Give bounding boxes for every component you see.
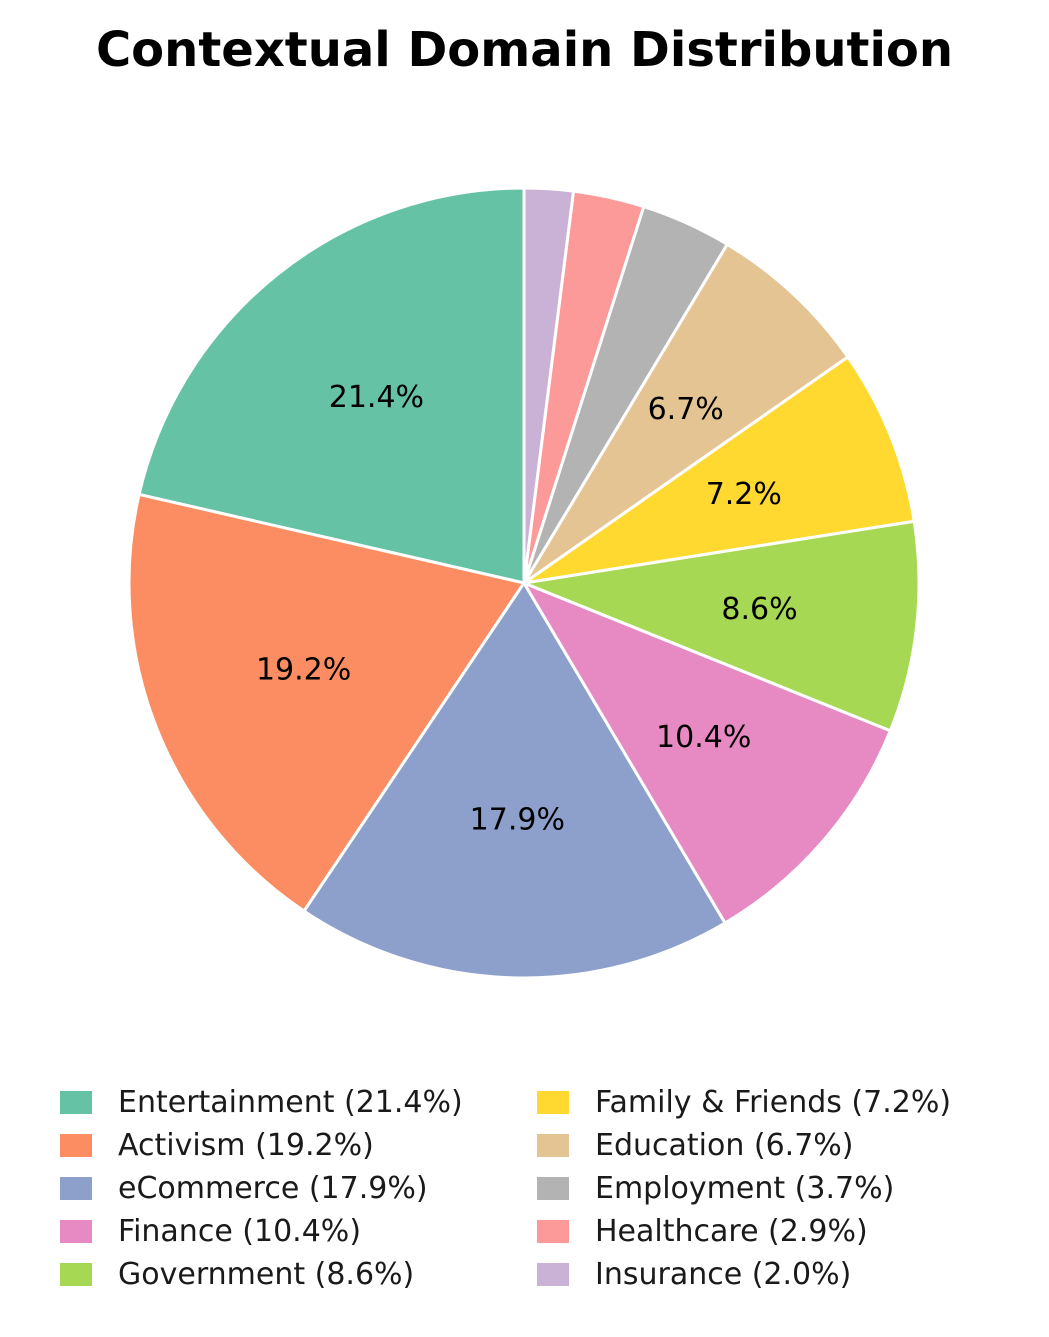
legend: Entertainment (21.4%) Activism (19.2%) eCo… xyxy=(60,1082,1020,1312)
slice-label: 10.4% xyxy=(656,720,751,755)
legend-item: Insurance (2.0%) xyxy=(537,1254,851,1294)
legend-label: eCommerce (17.9%) xyxy=(118,1170,428,1206)
pie-slice-entertainment xyxy=(137,186,526,585)
legend-swatch xyxy=(60,1176,92,1200)
slice-label: 7.2% xyxy=(706,477,782,512)
legend-swatch xyxy=(60,1262,92,1286)
pie-chart: 21.4% 19.2% 17.9% 10.4% 8.6% 7.2% 6.7% xyxy=(127,186,921,980)
slice-label: 21.4% xyxy=(329,380,424,415)
legend-swatch xyxy=(60,1133,92,1157)
legend-item: Healthcare (2.9%) xyxy=(537,1211,868,1251)
legend-item: Family & Friends (7.2%) xyxy=(537,1082,951,1122)
pie-slice-insurance xyxy=(522,186,576,585)
legend-swatch xyxy=(537,1133,569,1157)
pie-slice-activism xyxy=(127,492,526,913)
legend-label: Insurance (2.0%) xyxy=(595,1256,852,1292)
legend-label: Government (8.6%) xyxy=(118,1256,415,1292)
legend-swatch xyxy=(537,1262,569,1286)
legend-swatch xyxy=(60,1219,92,1243)
legend-swatch xyxy=(60,1090,92,1114)
pie-slice-family-friends xyxy=(522,355,916,585)
slice-label: 19.2% xyxy=(256,653,351,688)
legend-item: Government (8.6%) xyxy=(60,1254,414,1294)
legend-label: Education (6.7%) xyxy=(595,1127,854,1163)
pie-slice-government xyxy=(522,519,921,733)
legend-label: Finance (10.4%) xyxy=(118,1213,362,1249)
pie-slice-education xyxy=(522,242,850,585)
slice-label: 8.6% xyxy=(721,592,797,627)
legend-item: Activism (19.2%) xyxy=(60,1125,374,1165)
legend-swatch xyxy=(537,1176,569,1200)
legend-label: Family & Friends (7.2%) xyxy=(595,1084,952,1120)
legend-item: Employment (3.7%) xyxy=(537,1168,894,1208)
legend-item: Education (6.7%) xyxy=(537,1125,854,1165)
legend-item: Finance (10.4%) xyxy=(60,1211,361,1251)
chart-title: Contextual Domain Distribution xyxy=(95,22,954,78)
slice-label: 17.9% xyxy=(470,802,565,837)
legend-item: eCommerce (17.9%) xyxy=(60,1168,428,1208)
legend-swatch xyxy=(537,1219,569,1243)
legend-item: Entertainment (21.4%) xyxy=(60,1082,463,1122)
legend-label: Healthcare (2.9%) xyxy=(595,1213,868,1249)
legend-label: Employment (3.7%) xyxy=(595,1170,895,1206)
legend-label: Activism (19.2%) xyxy=(118,1127,374,1163)
legend-label: Entertainment (21.4%) xyxy=(118,1084,463,1120)
legend-swatch xyxy=(537,1090,569,1114)
pie-slice-finance xyxy=(522,581,892,925)
pie-slice-ecommerce xyxy=(302,581,727,980)
slice-label: 6.7% xyxy=(648,392,724,427)
